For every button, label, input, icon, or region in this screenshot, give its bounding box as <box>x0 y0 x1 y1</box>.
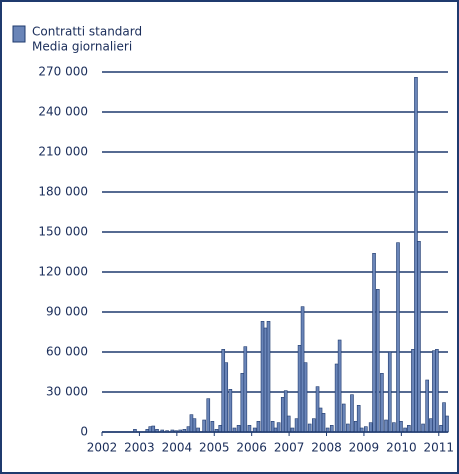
bar <box>414 77 418 433</box>
bar <box>432 350 436 433</box>
x-tick-label: 2011 <box>424 441 455 455</box>
bar <box>387 351 392 433</box>
bar <box>186 426 191 433</box>
bar <box>329 425 334 433</box>
y-tick-label: 270 000 <box>38 65 88 79</box>
bar <box>192 418 197 433</box>
legend-label: Contratti standard <box>32 25 142 39</box>
bar <box>224 362 229 433</box>
bar <box>356 405 361 433</box>
x-tick-label: 2009 <box>349 441 380 455</box>
bar <box>321 413 326 433</box>
x-tick-label: 2004 <box>162 441 193 455</box>
bar <box>266 321 271 433</box>
bar <box>375 289 380 433</box>
bar <box>435 349 439 433</box>
bar <box>407 425 411 433</box>
y-tick-label: 240 000 <box>38 105 88 119</box>
legend-label: Media giornalieri <box>32 40 132 54</box>
bar <box>294 418 299 433</box>
x-tick-label: 2010 <box>386 441 417 455</box>
bar <box>399 421 403 433</box>
bar <box>189 414 194 433</box>
x-tick-label: 2002 <box>87 441 118 455</box>
y-tick-label: 30 000 <box>46 385 88 399</box>
bar <box>421 423 425 433</box>
bar <box>396 242 400 433</box>
bar <box>221 349 226 433</box>
bar <box>350 394 354 433</box>
bar <box>439 425 443 433</box>
bar <box>337 339 342 433</box>
bar <box>236 425 241 433</box>
bar <box>372 253 376 433</box>
bar <box>270 421 275 433</box>
y-tick-label: 210 000 <box>38 145 88 159</box>
bar <box>218 425 223 433</box>
bar <box>243 346 248 433</box>
bar <box>228 389 233 433</box>
bar <box>307 423 312 433</box>
bar <box>300 306 305 433</box>
bar <box>318 407 323 433</box>
bar <box>151 425 156 433</box>
bar <box>240 373 245 433</box>
bar <box>346 423 350 433</box>
bar <box>353 421 358 433</box>
bar <box>148 426 153 433</box>
y-tick-label: 120 000 <box>38 265 88 279</box>
bar <box>411 349 415 433</box>
bar <box>297 345 302 433</box>
bar <box>384 419 388 433</box>
bar <box>256 421 261 433</box>
y-tick-label: 180 000 <box>38 185 88 199</box>
bar <box>442 402 446 433</box>
bar <box>263 327 268 433</box>
y-tick-label: 90 000 <box>46 305 88 319</box>
bar <box>247 425 252 433</box>
bar <box>380 373 384 433</box>
x-tick-label: 2003 <box>124 441 155 455</box>
bar <box>286 415 291 433</box>
x-tick-label: 2008 <box>311 441 342 455</box>
bar <box>280 397 285 433</box>
bar <box>260 321 265 433</box>
bar <box>429 418 433 433</box>
bar <box>392 422 396 433</box>
bar <box>202 419 206 433</box>
bar <box>206 398 211 433</box>
y-tick-label: 150 000 <box>38 225 88 239</box>
x-tick-label: 2006 <box>236 441 267 455</box>
bar <box>303 362 308 433</box>
bar <box>364 426 368 433</box>
bar <box>311 418 316 433</box>
bar <box>334 363 339 433</box>
x-tick-label: 2007 <box>274 441 305 455</box>
bar <box>417 241 421 433</box>
bar <box>283 390 288 433</box>
bar <box>210 421 215 433</box>
y-tick-label: 60 000 <box>46 345 88 359</box>
bar <box>341 403 346 433</box>
bar <box>445 415 449 433</box>
y-tick-label: 0 <box>80 425 88 439</box>
bar <box>425 379 429 433</box>
bar <box>368 422 373 433</box>
bar <box>276 422 281 433</box>
legend-swatch <box>12 25 26 43</box>
bar <box>315 386 320 433</box>
x-tick-label: 2005 <box>199 441 230 455</box>
